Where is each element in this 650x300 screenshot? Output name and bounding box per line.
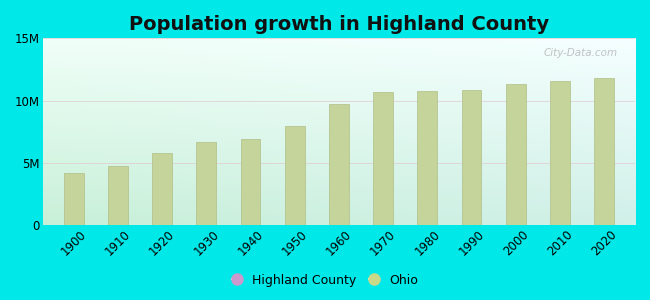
Bar <box>373 92 393 225</box>
Bar <box>196 142 216 225</box>
Bar <box>64 173 84 225</box>
Bar <box>550 81 570 225</box>
Legend: Highland County, Ohio: Highland County, Ohio <box>227 269 422 292</box>
Bar <box>506 84 526 225</box>
Bar <box>240 139 261 225</box>
Bar <box>462 90 482 225</box>
Bar <box>108 166 128 225</box>
Bar <box>594 78 614 225</box>
Text: City-Data.com: City-Data.com <box>543 48 618 58</box>
Bar <box>329 104 349 225</box>
Title: Population growth in Highland County: Population growth in Highland County <box>129 15 549 34</box>
Bar <box>285 126 305 225</box>
Bar <box>417 91 437 225</box>
Bar <box>152 153 172 225</box>
